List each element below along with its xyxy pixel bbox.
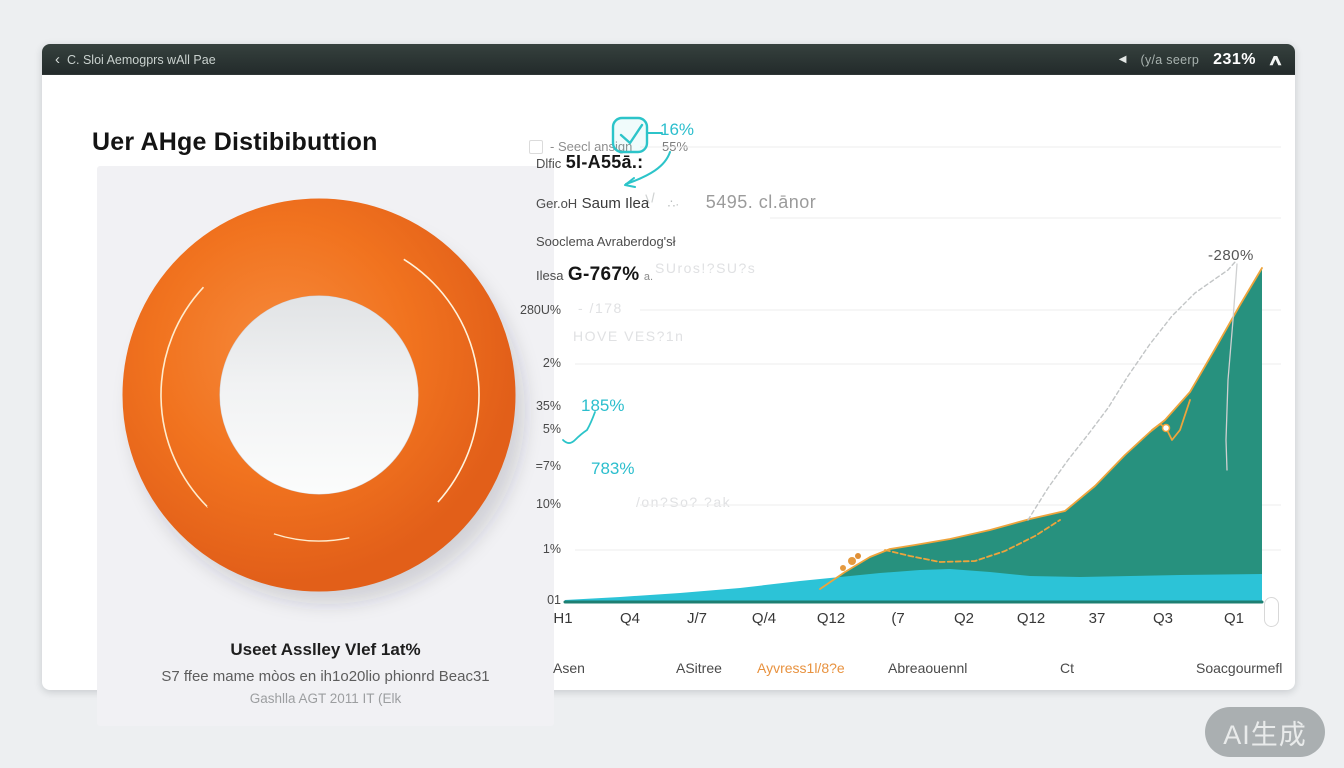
- x-axis-label: Q2: [953, 610, 975, 627]
- donut-caption-title: Useet Asslley Vlef 1at%: [230, 640, 421, 659]
- donut-ring: [122, 198, 516, 592]
- watermark-text: SUros!?SU?s: [655, 260, 757, 276]
- pencil-marks: ∴·: [667, 197, 680, 211]
- annotation-16pct: 16%: [660, 120, 695, 139]
- titlebar-title: C. Sloi Aemogprs wAll Pae: [67, 52, 216, 67]
- stat-row-2-sublabel: Saum Ilea: [581, 195, 650, 212]
- stat-row-4-label: Ilesa: [536, 268, 564, 283]
- donut-shadow: [131, 218, 525, 604]
- stat-row-2: Ger.oH Saum Ilea ∴· 5495. cl.ānor: [536, 192, 816, 213]
- stat-row-4: Ilesa G-767% a.: [536, 264, 653, 286]
- legend-item: Abreaouennl: [888, 660, 968, 676]
- window-titlebar: ‹ C. Sloi Aemogprs wAll Pae ◀ (y/a seerp…: [42, 44, 1295, 75]
- donut-inner-arc-bottom: [172, 248, 466, 542]
- stat-row-1: Dlfic 5I-A55ā.:: [536, 152, 643, 173]
- x-axis-label: Q1: [1223, 610, 1245, 627]
- stat-row-1-label: Dlfic: [536, 156, 562, 171]
- header-meta-label: - Seecl ansign: [550, 139, 633, 154]
- annotation-185pct: 185%: [581, 396, 625, 415]
- stat-row-4-suffix: a.: [643, 271, 654, 283]
- titlebar-status-label: (y/a seerp: [1140, 52, 1200, 67]
- donut-caption-line3: Gashlla AGT 2011 IT (Elk: [249, 691, 402, 706]
- y-axis-label: 280U%: [520, 303, 561, 317]
- y-axis-label: 01: [547, 593, 561, 607]
- x-axis-label: Q12: [816, 610, 846, 627]
- watermark-text: /on?So? ?ak: [636, 494, 732, 510]
- x-axis-label: Q3: [1152, 610, 1174, 627]
- donut-inner-arc-right: [158, 234, 480, 556]
- stat-row-2-label: Ger.oH: [536, 196, 578, 211]
- header-meta: - Seecl ansign: [529, 139, 632, 154]
- x-axis-label: (7: [891, 610, 905, 627]
- x-axis-label: Q4: [619, 610, 641, 627]
- y-axis-label: 10%: [535, 497, 561, 511]
- donut-caption-line2: S7 ffee mame mòos en ih1o20lio phionrd B…: [161, 668, 490, 685]
- x-axis-label: Q/4: [751, 610, 777, 627]
- scrollbar-thumb[interactable]: [1264, 597, 1279, 627]
- play-icon[interactable]: ◀: [1118, 54, 1127, 65]
- stat-row-4-value: G-767%: [567, 264, 640, 285]
- donut-caption: Useet Asslley Vlef 1at% S7 ffee mame mòo…: [97, 640, 554, 706]
- chevron-up-icon[interactable]: ∧: [1267, 51, 1284, 69]
- donut-hole: [220, 296, 418, 494]
- dashboard-card: ‹ C. Sloi Aemogprs wAll Pae ◀ (y/a seerp…: [42, 44, 1295, 726]
- annotation-peak-280pct: -280%: [1208, 247, 1254, 264]
- header-meta-value: 55%: [662, 139, 689, 154]
- y-axis-label: 5%: [542, 422, 561, 436]
- legend-item: Ayvress1l/8?e: [757, 660, 845, 676]
- donut-panel: Useet Asslley Vlef 1at% S7 ffee mame mòo…: [97, 166, 554, 726]
- ai-generated-badge: AI生成: [1205, 707, 1325, 757]
- x-axis-label: J/7: [686, 610, 708, 627]
- y-axis-label: =7%: [535, 459, 561, 473]
- stat-row-3: Sooclema Avraberdog'sł: [536, 233, 676, 251]
- legend-item: Asen: [553, 660, 585, 676]
- x-axis-label: Q12: [1016, 610, 1046, 627]
- legend-item: Ct: [1060, 660, 1074, 676]
- x-axis-label: H1: [553, 610, 573, 627]
- y-axis-label: 35%: [535, 399, 561, 413]
- donut-inner-arc-left: [160, 236, 478, 554]
- page-title: Uer AHge Distibibuttion: [92, 128, 378, 156]
- legend-item: Soacgourmefl: [1196, 660, 1283, 676]
- annotation-783pct: 783%: [591, 459, 635, 478]
- donut-chart: [122, 198, 525, 604]
- x-axis-label: 37: [1088, 610, 1106, 627]
- legend-item: ASitree: [676, 660, 722, 676]
- y-axis-label: 2%: [542, 356, 561, 370]
- titlebar-percwhile-value: 231%: [1213, 50, 1257, 68]
- clipboard-icon: [529, 139, 543, 154]
- stat-row-2-value: 5495. cl.ānor: [705, 192, 817, 212]
- watermark-text: HOVE VES?1n: [573, 328, 685, 344]
- y-axis-label: 1%: [542, 542, 561, 556]
- stat-row-1-value: 5I-A55ā.:: [565, 152, 644, 172]
- watermark-text: - /178: [578, 300, 623, 316]
- stat-row-3-label: Sooclema Avraberdog'sł: [536, 234, 676, 249]
- back-button[interactable]: ‹: [55, 51, 60, 68]
